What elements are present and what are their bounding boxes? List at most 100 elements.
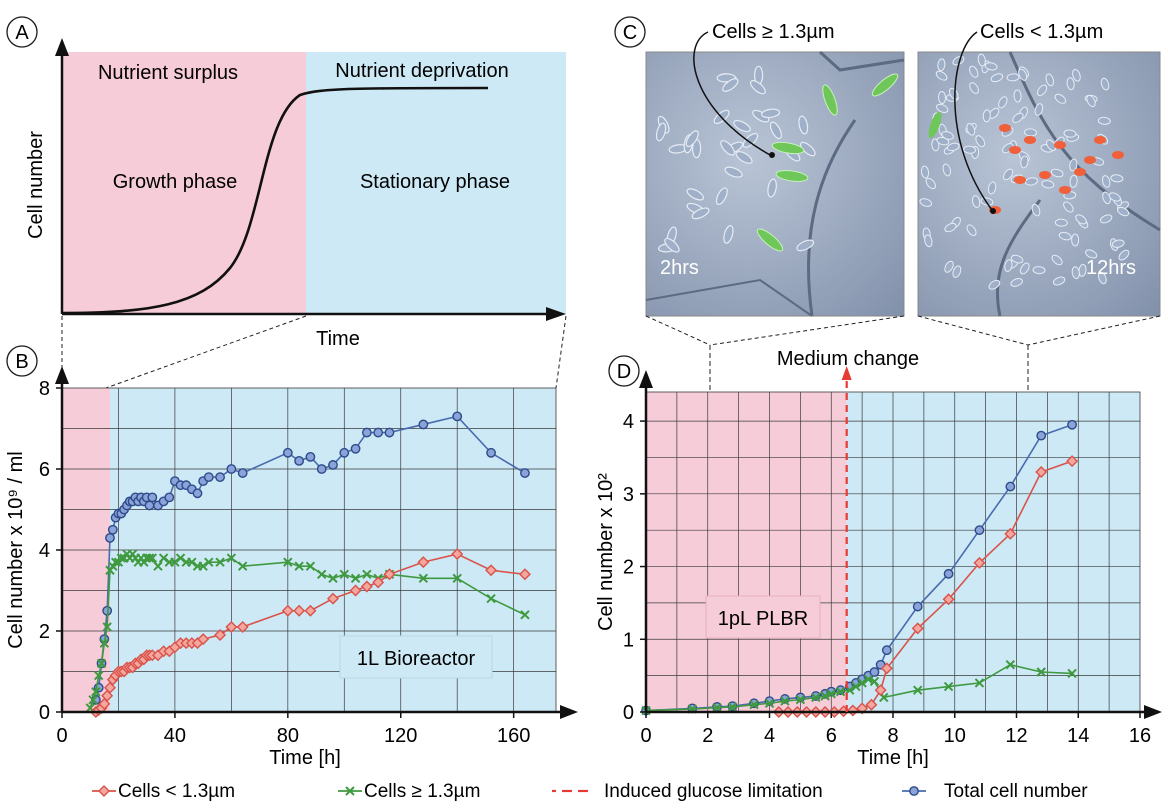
panel-a-y-arrow [55, 38, 69, 56]
data-point-small [1066, 455, 1079, 468]
data-point-total [881, 645, 892, 656]
small-cell [1084, 156, 1096, 164]
panel-c-letter: C [623, 22, 637, 44]
cell [1018, 68, 1028, 81]
connector-cd [1027, 315, 1161, 346]
data-point-total [486, 447, 496, 458]
data-point-small [874, 684, 887, 697]
panel-a-x-arrow [546, 307, 566, 321]
cell [944, 222, 957, 233]
x-tick-label: 2 [702, 725, 713, 747]
panel-a-badge [6, 16, 38, 48]
data-point-small [383, 568, 396, 581]
plot-b: 0 40 80 120 160 0 2 4 6 8 Time [h] Cell number x 10… [5, 366, 578, 769]
data-point-large [1005, 660, 1016, 670]
x-axis-arrow [560, 705, 578, 719]
data-point-large [943, 681, 954, 692]
cell [952, 265, 962, 278]
cell [800, 141, 816, 157]
nutrient-deprivation-region [306, 52, 566, 314]
data-point-total [294, 455, 305, 466]
cell [1110, 174, 1124, 183]
cell [724, 166, 743, 178]
data-point-total [943, 568, 954, 579]
cell [1066, 77, 1075, 91]
data-point-total [361, 427, 372, 438]
cell [969, 65, 979, 78]
cell [722, 78, 739, 92]
data-point-small [293, 604, 306, 617]
cell [990, 73, 1004, 83]
x-tick-label: 12 [1005, 725, 1027, 747]
data-point-total [373, 427, 384, 438]
cell [1010, 254, 1024, 264]
x-tick-label: 10 [944, 725, 966, 747]
cell [975, 135, 986, 148]
small-cell [999, 124, 1011, 132]
data-point-large [294, 561, 304, 571]
callout-small-cells: Cells < 1.3µm [980, 21, 1103, 43]
y-tick-label: 1 [623, 629, 634, 651]
cell [938, 91, 947, 105]
data-point-large [93, 670, 104, 681]
data-point-small [973, 556, 986, 569]
data-point-total [192, 488, 203, 499]
small-cell [1009, 146, 1021, 154]
x-tick-label: 4 [764, 725, 775, 747]
data-point-large [305, 561, 316, 571]
x-tick-label: 14 [1067, 725, 1089, 747]
cell [984, 62, 998, 71]
large-cell [822, 84, 838, 116]
medium-change-arrow [841, 366, 852, 380]
small-cell [1054, 141, 1066, 149]
cell [1075, 214, 1087, 225]
cell [924, 234, 933, 248]
panel-a-ylabel: Cell number [25, 131, 47, 239]
data-point-large [863, 674, 874, 684]
x-tick-label: 120 [384, 725, 417, 747]
data-point-large [158, 553, 169, 563]
cell [969, 82, 979, 95]
y-tick-label: 4 [623, 411, 634, 433]
data-point-large [912, 685, 923, 695]
cell [1004, 259, 1013, 273]
connector-ab-right [555, 315, 567, 389]
cell [1024, 128, 1038, 137]
data-point-large [116, 553, 126, 563]
data-point-total [107, 524, 118, 535]
data-point-large [749, 700, 759, 710]
data-point-large [147, 553, 158, 563]
cell [966, 123, 976, 136]
cell [685, 130, 699, 148]
cell [1111, 239, 1125, 248]
data-point-large [96, 658, 107, 669]
callout-large-cells: Cells ≥ 1.3µm [712, 21, 835, 43]
cell-cluster-2hrs [655, 65, 899, 253]
connector-cd [917, 315, 1029, 346]
data-point-large [175, 553, 186, 563]
x-tick-label: 6 [826, 725, 837, 747]
cell [691, 207, 710, 220]
chamber-wall [995, 199, 1042, 317]
cell [1010, 278, 1023, 287]
cell [987, 181, 997, 195]
data-point-small [485, 564, 498, 577]
cell [1063, 201, 1074, 213]
y-tick-label: 2 [623, 557, 634, 579]
data-point-total [418, 419, 429, 430]
cell [1102, 175, 1111, 188]
data-point-small [1004, 527, 1017, 540]
cell [1012, 112, 1024, 123]
chamber-wall [818, 50, 905, 72]
series-line-large [645, 663, 1073, 712]
data-point-large [851, 681, 861, 692]
cell [761, 108, 781, 119]
data-point-small [942, 593, 955, 606]
cell [798, 115, 809, 135]
panel-c-badge [614, 16, 646, 48]
cell [936, 103, 949, 113]
cell [1045, 73, 1055, 87]
data-point-total [237, 468, 248, 478]
cell [723, 225, 734, 244]
